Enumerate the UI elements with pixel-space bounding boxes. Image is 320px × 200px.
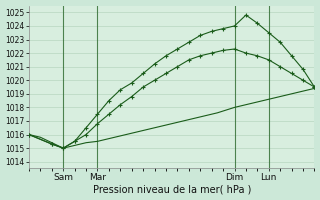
X-axis label: Pression niveau de la mer( hPa ): Pression niveau de la mer( hPa ) <box>92 184 251 194</box>
